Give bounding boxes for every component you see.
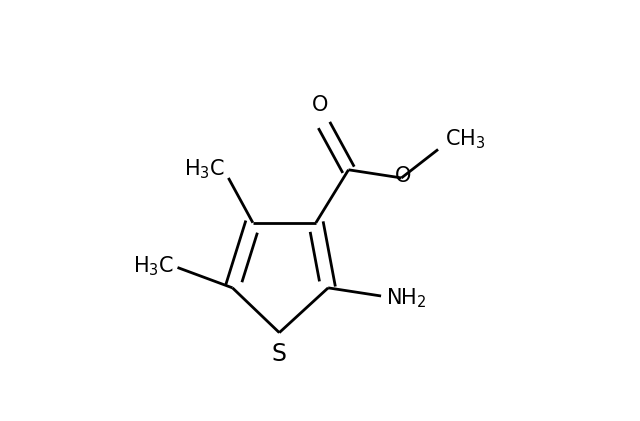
Text: NH$_2$: NH$_2$	[386, 286, 427, 310]
Text: O: O	[312, 95, 328, 115]
Text: H$_3$C: H$_3$C	[184, 157, 225, 181]
Text: S: S	[272, 342, 287, 366]
Text: O: O	[396, 166, 412, 187]
Text: CH$_3$: CH$_3$	[445, 128, 486, 151]
Text: H$_3$C: H$_3$C	[133, 255, 174, 278]
